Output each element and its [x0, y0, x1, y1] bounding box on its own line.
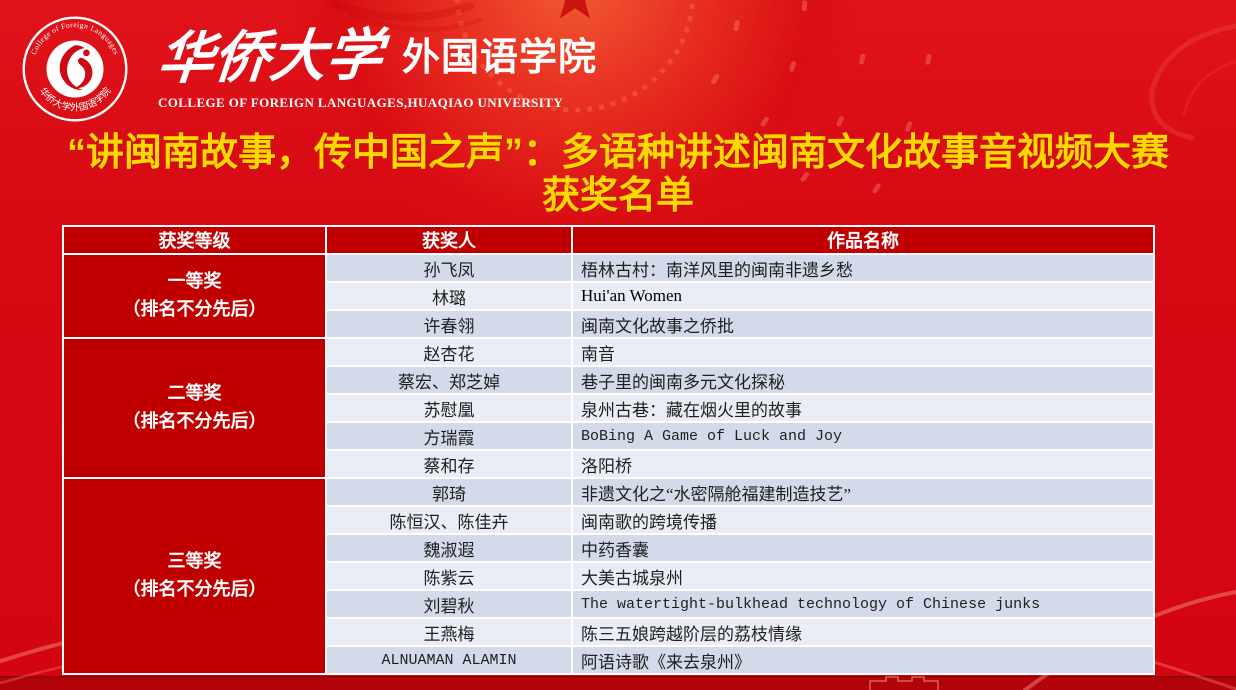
winner-name-cell: 蔡和存	[325, 449, 573, 479]
column-header-winner: 获奖人	[325, 225, 573, 255]
winner-name-cell: 刘碧秋	[325, 589, 573, 619]
college-name: 外国语学院	[402, 37, 598, 79]
winner-name-cell: 陈恒汉、陈佳卉	[325, 505, 573, 535]
college-name-english: COLLEGE OF FOREIGN LANGUAGES,HUAQIAO UNI…	[158, 95, 564, 110]
logo-outer-ring	[22, 16, 128, 122]
table-row: 许春翎 闽南文化故事之侨批	[63, 309, 1155, 339]
winner-name-cell: 苏慰凰	[325, 393, 573, 423]
table-row: 魏淑遐 中药香囊	[63, 533, 1155, 563]
winner-name-cell: 魏淑遐	[325, 533, 573, 563]
work-title-cell: 洛阳桥	[571, 449, 1155, 479]
gate-silhouette	[869, 676, 939, 690]
winner-name-cell: 赵杏花	[325, 337, 573, 367]
work-title-cell: 陈三五娘跨越阶层的荔枝情缘	[571, 617, 1155, 647]
table-row: 一等奖 （排名不分先后） 孙飞凤 梧林古村：南洋风里的闽南非遗乡愁	[62, 253, 1155, 339]
award-level-label: 一等奖	[167, 271, 222, 292]
awards-table: 获奖等级 获奖人 作品名称 一等奖 （排名不分先后） 孙飞凤 梧林古村：南洋风里…	[62, 225, 1155, 675]
brand-header: College of Foreign Languages 华侨大学外国语学院 华…	[0, 0, 1236, 130]
table-row: 刘碧秋 The watertight-bulkhead technology o…	[63, 589, 1155, 619]
table-row: ALNUAMAN ALAMIN 阿语诗歌《来去泉州》	[63, 645, 1155, 675]
winner-name-cell: 王燕梅	[325, 617, 573, 647]
award-group-cell-first-prize: 一等奖 （排名不分先后）	[62, 253, 327, 339]
bottom-stripe	[0, 677, 1236, 690]
winner-name-cell: 许春翎	[325, 309, 573, 339]
table-row: 陈紫云 大美古城泉州	[63, 561, 1155, 591]
slide-title: “讲闽南故事，传中国之声”：多语种讲述闽南文化故事音视频大赛 获奖名单	[0, 132, 1236, 218]
winner-name-cell: 方瑞霞	[325, 421, 573, 451]
work-title-cell: 巷子里的闽南多元文化探秘	[571, 365, 1155, 395]
work-title-cell: 闽南歌的跨境传播	[571, 505, 1155, 535]
award-level-note: （排名不分先后）	[122, 299, 267, 319]
table-row: 二等奖 （排名不分先后） 赵杏花 南音	[62, 337, 1155, 479]
title-line-2: 获奖名单	[541, 175, 694, 217]
work-title-cell: 梧林古村：南洋风里的闽南非遗乡愁	[571, 253, 1155, 283]
winner-name-cell: 孙飞凤	[325, 253, 573, 283]
table-row: 蔡和存 洛阳桥	[63, 449, 1155, 479]
winner-name-cell: ALNUAMAN ALAMIN	[325, 645, 573, 675]
table-row: 林璐 Hui'an Women	[63, 281, 1155, 311]
column-header-work-title: 作品名称	[571, 225, 1155, 255]
university-name-calligraphy: 华侨大学	[155, 25, 385, 91]
winner-name-cell: 郭琦	[325, 477, 573, 507]
award-group-cell-second-prize: 二等奖 （排名不分先后）	[62, 337, 327, 479]
column-header-award-level: 获奖等级	[62, 225, 327, 255]
table-row: 王燕梅 陈三五娘跨越阶层的荔枝情缘	[63, 617, 1155, 647]
work-title-cell: 非遗文化之“水密隔舱福建制造技艺”	[571, 477, 1155, 507]
work-title-cell: 南音	[571, 337, 1155, 367]
table-row: 蔡宏、郑芝婥 巷子里的闽南多元文化探秘	[63, 365, 1155, 395]
logo-center-disc	[46, 40, 104, 98]
award-level-note: （排名不分先后）	[122, 411, 267, 431]
college-logo: College of Foreign Languages 华侨大学外国语学院	[22, 16, 128, 122]
award-level-note: （排名不分先后）	[122, 579, 267, 599]
table-header-row: 获奖等级 获奖人 作品名称	[62, 225, 1155, 255]
table-row: 三等奖 （排名不分先后） 郭琦 非遗文化之“水密隔舱福建制造技艺”	[62, 477, 1155, 675]
award-level-label: 二等奖	[167, 383, 222, 404]
work-title-cell: 阿语诗歌《来去泉州》	[571, 645, 1155, 675]
award-level-label: 三等奖	[167, 551, 222, 572]
work-title-cell: 闽南文化故事之侨批	[571, 309, 1155, 339]
logo-phoenix-mark	[59, 45, 93, 91]
work-title-cell: Hui'an Women	[571, 281, 1155, 311]
table-row: 陈恒汉、陈佳卉 闽南歌的跨境传播	[63, 505, 1155, 535]
winner-name-cell: 陈紫云	[325, 561, 573, 591]
work-title-cell: BoBing A Game of Luck and Joy	[571, 421, 1155, 451]
table-row: 方瑞霞 BoBing A Game of Luck and Joy	[63, 421, 1155, 451]
winner-name-cell: 蔡宏、郑芝婥	[325, 365, 573, 395]
winner-name-cell: 林璐	[325, 281, 573, 311]
table-row: 苏慰凰 泉州古巷：藏在烟火里的故事	[63, 393, 1155, 423]
bottom-stripe-edge	[0, 676, 1236, 678]
work-title-cell: 泉州古巷：藏在烟火里的故事	[571, 393, 1155, 423]
work-title-cell: 大美古城泉州	[571, 561, 1155, 591]
award-group-cell-third-prize: 三等奖 （排名不分先后）	[62, 477, 327, 675]
work-title-cell: The watertight-bulkhead technology of Ch…	[571, 589, 1155, 619]
work-title-cell: 中药香囊	[571, 533, 1155, 563]
title-line-1: “讲闽南故事，传中国之声”：多语种讲述闽南文化故事音视频大赛	[66, 132, 1169, 174]
